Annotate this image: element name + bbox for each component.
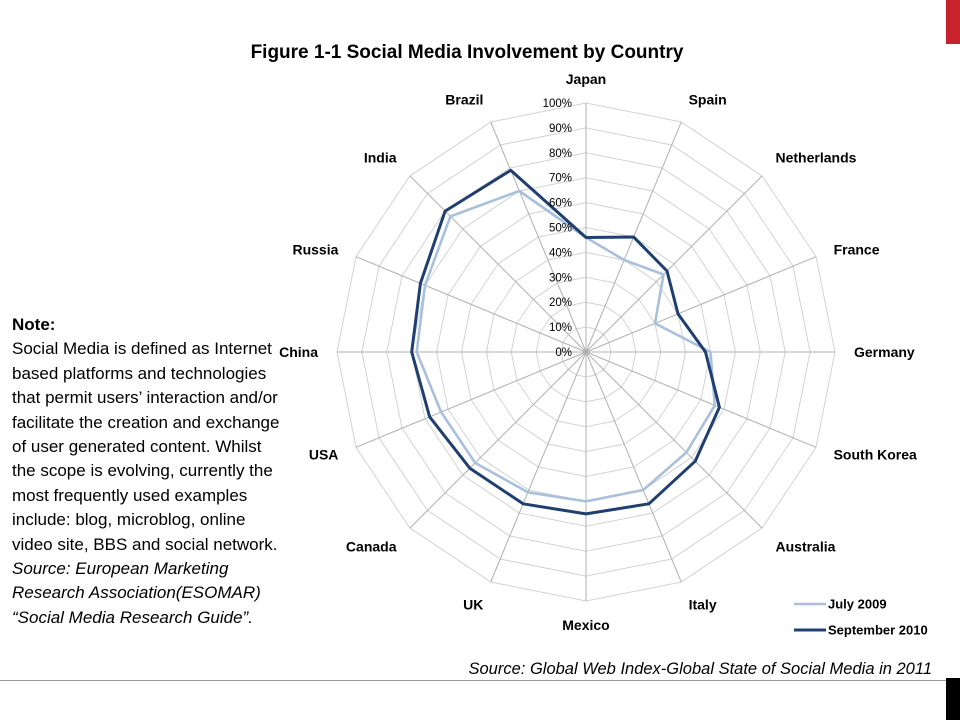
category-label-germany: Germany [854,344,915,360]
radar-spoke [409,351,587,529]
radar-spoke [585,256,817,353]
radar-spoke [490,351,587,583]
radar-spoke [355,351,587,448]
series-line-july-2009 [415,189,717,503]
radar-spoke [409,175,587,353]
category-label-australia: Australia [776,539,836,555]
category-label-south-korea: South Korea [834,447,917,463]
r-tick-label: 0% [555,347,572,359]
radar-spoke [585,351,817,448]
radar-spoke [585,175,763,353]
category-label-mexico: Mexico [562,617,609,633]
r-tick-label: 50% [549,223,572,235]
note-panel: Note: Social Media is defined as Interne… [12,313,284,630]
radar-spoke [490,121,587,353]
r-tick-label: 10% [549,322,572,334]
category-labels: Japan Spain Netherlands France Germany South … [279,71,917,633]
category-label-netherlands: Netherlands [776,150,857,166]
radar-spoke [585,351,763,529]
radar-spoke [355,256,587,353]
category-label-spain: Spain [689,91,727,107]
r-tick-label: 100% [543,98,572,110]
category-label-france: France [834,241,880,257]
category-label-russia: Russia [292,241,338,257]
radar-spoke [585,351,682,583]
category-label-uk: UK [463,597,483,613]
chart-title: Figure 1-1 Social Media Involvement by C… [251,42,684,63]
black-corner-block [946,678,960,720]
r-tick-label: 70% [549,173,572,185]
category-label-japan: Japan [566,71,606,87]
category-label-china: China [279,344,318,360]
radar-series [410,168,721,516]
r-tick-label: 80% [549,148,572,160]
note-heading: Note: [12,315,56,334]
chart-source: Source: Global Web Index-Global State of… [469,660,933,678]
note-source: Source: European Marketing Research Asso… [12,559,261,627]
category-label-italy: Italy [689,597,717,613]
red-accent-tab [946,0,960,44]
category-label-canada: Canada [346,539,397,555]
footer-divider [0,680,946,681]
category-label-india: India [364,150,397,166]
series-line-september-2010 [410,168,721,516]
r-tick-label: 20% [549,297,572,309]
radar-grid [336,102,836,602]
r-tick-label: 40% [549,247,572,259]
note-body: Social Media is defined as Internet base… [12,339,280,554]
legend: July 2009 September 2010 [794,597,928,638]
category-label-brazil: Brazil [445,91,483,107]
category-label-usa: USA [309,447,339,463]
legend-label: September 2010 [828,623,928,638]
r-tick-label: 60% [549,198,572,210]
legend-label: July 2009 [828,597,887,612]
r-tick-label: 30% [549,272,572,284]
r-tick-label: 90% [549,123,572,135]
radial-ticks: 0% 10% 20% 30% 40% 50% 60% 70% 80% 90% 100% [543,98,572,359]
